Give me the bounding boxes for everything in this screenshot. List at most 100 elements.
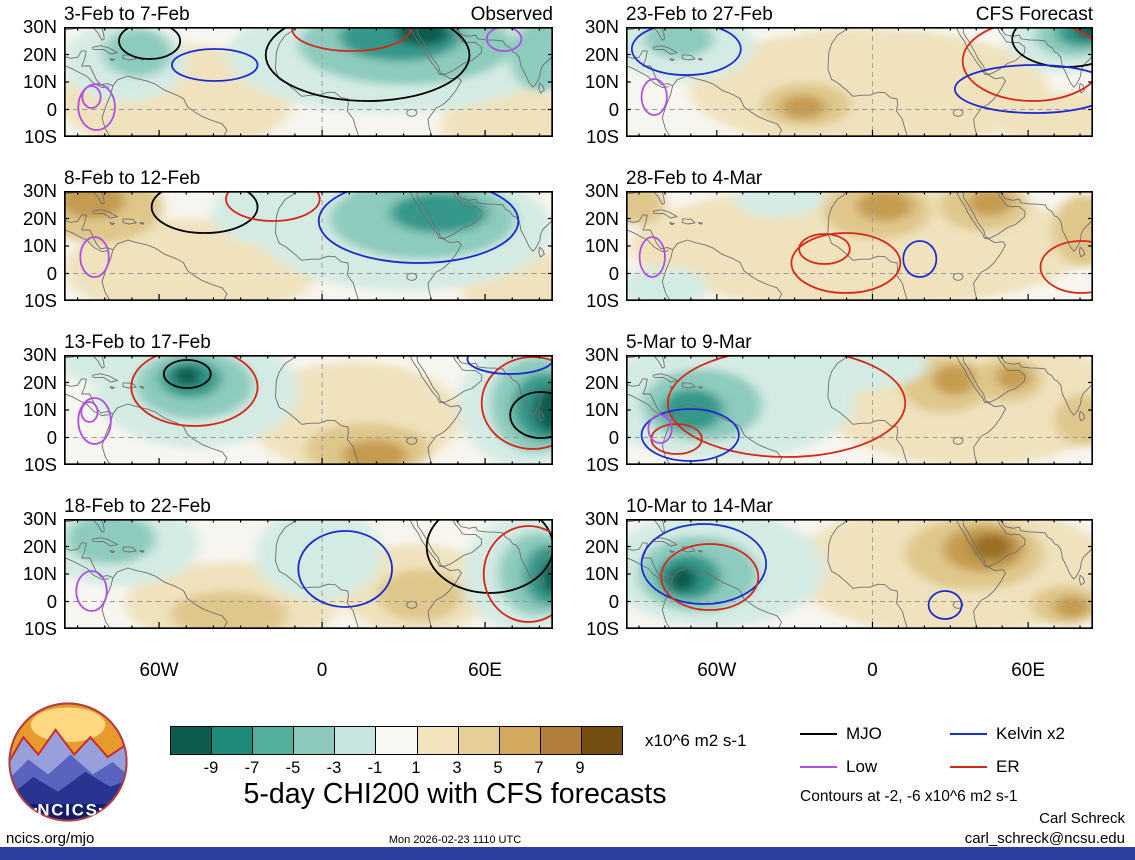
colorbar-tick-label: -5 <box>285 759 301 777</box>
colorbar-tick-label: -7 <box>244 759 260 777</box>
colorbar-segment <box>212 727 254 754</box>
x-axis-labels: 60W 0 60E <box>64 658 553 684</box>
colorbar-swatches <box>170 726 623 755</box>
colorbar-segment <box>376 727 418 754</box>
y-tick-label: 0 <box>46 426 57 448</box>
map-observed-3 <box>64 355 553 465</box>
panel-group-observed-3: 13-Feb to 17-Feb 30N 20N 10N 0 10S <box>8 330 553 475</box>
colorbar-segment <box>458 727 500 754</box>
legend-label: Kelvin x2 <box>996 724 1065 743</box>
panel-title: 13-Feb to 17-Feb <box>64 332 211 353</box>
legend-line-swatch <box>950 766 987 768</box>
colorbar-tick-label: 3 <box>452 759 462 777</box>
legend-item-low: Low <box>800 757 950 777</box>
panel-title: 3-Feb to 7-Feb <box>64 4 190 25</box>
y-axis-labels: 30N 20N 10N 0 10S <box>8 180 64 311</box>
y-tick-label: 30N <box>23 508 57 529</box>
y-axis-labels: 30N 20N 10N 0 10S <box>8 508 64 639</box>
colorbar-tick-label: 9 <box>575 759 585 777</box>
y-tick-label: 10N <box>585 235 619 256</box>
legend-line-swatch <box>800 766 837 768</box>
panel-title: 23-Feb to 27-Feb <box>626 4 773 25</box>
figure-title: 5-day CHI200 with CFS forecasts <box>243 778 667 810</box>
map-canvas <box>626 27 1093 137</box>
map-canvas <box>64 355 553 465</box>
colorbar-tick-label: 7 <box>534 759 544 777</box>
y-axis-labels: 30N 20N 10N 0 10S <box>570 344 626 475</box>
map-canvas <box>64 191 553 301</box>
legend-label: ER <box>996 757 1020 776</box>
colorbar-segment <box>417 727 459 754</box>
legend-item-mjo: MJO <box>800 724 950 744</box>
y-tick-label: 20N <box>585 43 619 65</box>
y-tick-label: 10S <box>24 290 57 311</box>
colorbar-tick-label: -9 <box>203 759 219 777</box>
colorbar: -9 -7 -5 -3 -1 1 3 5 7 9 <box>170 726 623 777</box>
logo-text: NCICS <box>37 800 98 819</box>
y-axis-labels: 30N 20N 10N 0 10S <box>570 508 626 639</box>
colorbar-segment <box>540 727 582 754</box>
column-heading-observed: Observed <box>470 4 553 25</box>
colorbar-tick-labels: -9 -7 -5 -3 -1 1 3 5 7 9 <box>170 755 621 777</box>
y-axis-labels: 30N 20N 10N 0 10S <box>8 344 64 475</box>
y-tick-label: 10N <box>585 563 619 584</box>
y-tick-label: 10N <box>23 235 57 256</box>
x-tick-label: 60E <box>1011 660 1046 681</box>
colorbar-tick-label: -1 <box>367 759 383 777</box>
legend-line-swatch <box>950 733 987 735</box>
legend-label: MJO <box>846 724 882 743</box>
y-tick-label: 30N <box>585 16 619 37</box>
colorbar-tick-label: 5 <box>493 759 503 777</box>
bottom-accent-bar <box>0 847 1135 860</box>
x-axis-labels: 60W 0 60E <box>626 658 1093 684</box>
author-credit: Carl Schreck <box>1039 810 1125 827</box>
y-tick-label: 20N <box>585 535 619 557</box>
map-canvas <box>626 191 1093 301</box>
panel-group-observed-1: 3-Feb to 7-Feb Observed 30N 20N 10N 0 10S <box>8 2 553 147</box>
legend-label: Low <box>846 757 878 776</box>
colorbar-tick-label: -3 <box>326 759 342 777</box>
map-canvas <box>64 519 553 629</box>
y-tick-label: 30N <box>585 180 619 201</box>
x-tick-label: 0 <box>316 660 328 681</box>
y-tick-label: 30N <box>585 344 619 365</box>
y-axis-labels: 30N 20N 10N 0 10S <box>8 16 64 147</box>
panel-group-observed-4: 18-Feb to 22-Feb 30N 20N 10N 0 10S <box>8 494 553 639</box>
colorbar-tick-label: 1 <box>411 759 421 777</box>
colorbar-segment <box>253 727 295 754</box>
footer: NCICS -9 -7 -5 -3 -1 1 3 5 7 9 x10^6 m2 s-1 5-day… <box>0 700 1135 847</box>
panel-title: 18-Feb to 22-Feb <box>64 496 211 517</box>
y-tick-label: 30N <box>23 16 57 37</box>
y-tick-label: 10N <box>23 399 57 420</box>
panel-title: 5-Mar to 9-Mar <box>626 332 752 353</box>
legend: MJO Kelvin x2 Low ER <box>800 724 1125 777</box>
site-link: ncics.org/mjo <box>6 830 95 847</box>
y-axis-labels: 30N 20N 10N 0 10S <box>570 180 626 311</box>
panel-group-forecast-3: 5-Mar to 9-Mar 30N 20N 10N 0 10S <box>570 330 1093 475</box>
y-tick-label: 10S <box>586 126 619 147</box>
y-tick-label: 10N <box>23 563 57 584</box>
y-tick-label: 20N <box>23 43 57 65</box>
y-tick-label: 10S <box>24 126 57 147</box>
colorbar-segment <box>581 727 623 754</box>
y-tick-label: 30N <box>23 180 57 201</box>
y-tick-label: 0 <box>608 262 619 284</box>
y-tick-label: 0 <box>608 426 619 448</box>
map-forecast-2 <box>626 191 1093 301</box>
observed-column: 3-Feb to 7-Feb Observed 30N 20N 10N 0 10S 8-… <box>8 2 553 684</box>
map-observed-1 <box>64 27 553 137</box>
y-axis-labels: 30N 20N 10N 0 10S <box>570 16 626 147</box>
map-forecast-3 <box>626 355 1093 465</box>
y-tick-label: 10S <box>586 618 619 639</box>
map-canvas <box>64 27 553 137</box>
colorbar-segment <box>294 727 336 754</box>
map-forecast-4 <box>626 519 1093 629</box>
generation-timestamp: Mon 2026-02-23 1110 UTC <box>388 834 522 846</box>
y-tick-label: 10S <box>24 618 57 639</box>
y-tick-label: 10N <box>23 71 57 92</box>
contour-note: Contours at -2, -6 x10^6 m2 s-1 <box>800 788 1018 805</box>
y-tick-label: 0 <box>46 98 57 120</box>
forecast-column: 23-Feb to 27-Feb CFS Forecast 30N 20N 10N 0… <box>570 2 1093 684</box>
panel-group-observed-2: 8-Feb to 12-Feb 30N 20N 10N 0 10S <box>8 166 553 311</box>
x-tick-label: 0 <box>867 660 878 681</box>
